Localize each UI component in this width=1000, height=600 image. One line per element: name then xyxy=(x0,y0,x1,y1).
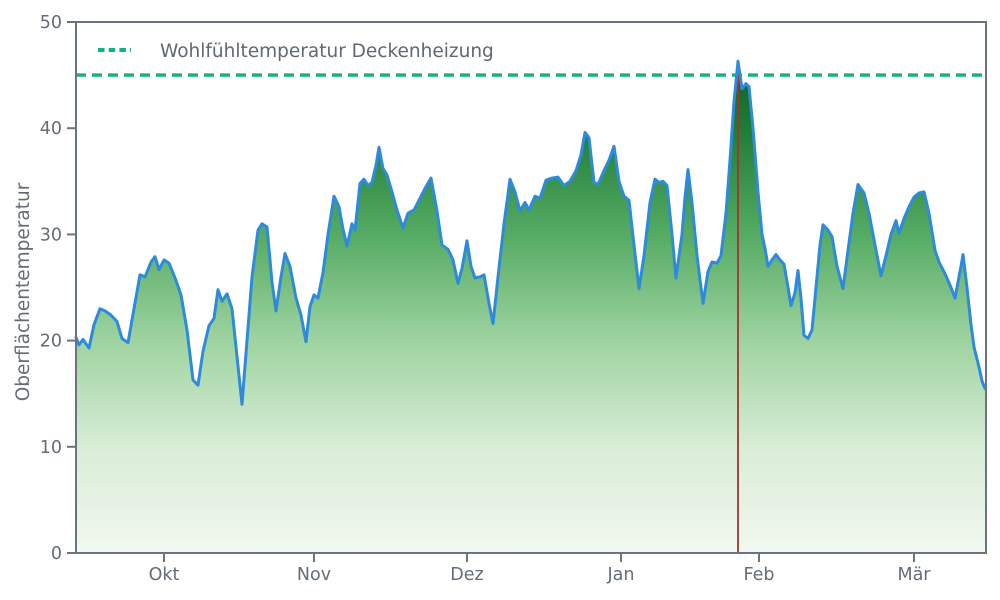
x-tick-label: Jan xyxy=(607,565,635,585)
temperature-line xyxy=(74,59,987,406)
y-tick-label: 40 xyxy=(40,119,62,139)
y-tick-label: 30 xyxy=(40,225,62,245)
legend-label: Wohlfühltemperatur Deckenheizung xyxy=(160,41,494,62)
y-axis-title: Oberflächentemperatur xyxy=(13,182,34,401)
temperature-area-fill xyxy=(76,61,985,554)
x-tick-label: Feb xyxy=(744,565,775,585)
x-tick-label: Nov xyxy=(297,565,331,585)
y-axis: 0 10 20 30 40 50 xyxy=(40,13,76,564)
y-tick-label: 10 xyxy=(40,438,62,458)
y-tick-label: 0 xyxy=(51,544,62,564)
plot-border xyxy=(75,21,987,554)
x-axis: Okt Nov Dez Jan Feb Mär xyxy=(149,553,931,585)
x-tick-label: Okt xyxy=(149,565,180,585)
x-tick-label: Dez xyxy=(450,565,483,585)
x-tick-label: Mär xyxy=(897,565,931,585)
legend: Wohlfühltemperatur Deckenheizung xyxy=(98,41,494,62)
y-tick-label: 20 xyxy=(40,332,62,352)
y-tick-label: 50 xyxy=(40,13,62,33)
